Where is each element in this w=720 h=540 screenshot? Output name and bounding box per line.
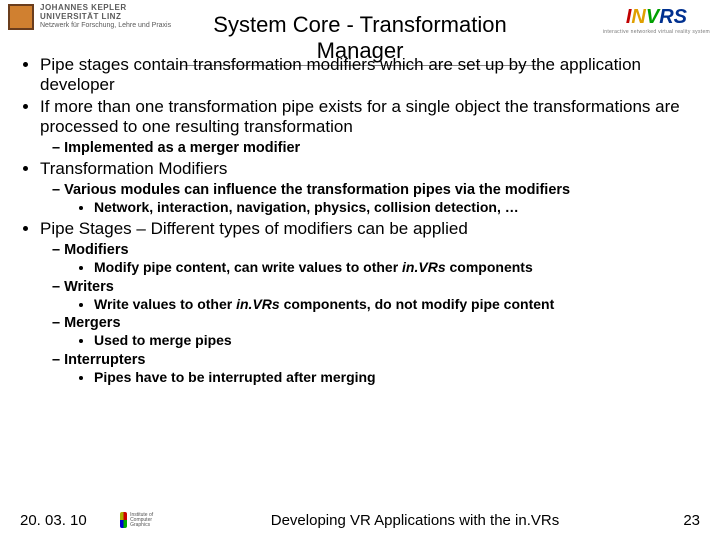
bullet-4-1-1: Modify pipe content, can write values to… (94, 259, 700, 277)
bullet-4-4-text: Interrupters (64, 352, 145, 368)
bullet-3-1: Various modules can influence the transf… (66, 181, 700, 217)
bullet-4-3: Mergers Used to merge pipes (66, 314, 700, 350)
bullet-2-text: If more than one transformation pipe exi… (40, 97, 680, 136)
b421c: components, do not modify pipe content (280, 296, 555, 312)
invrs-n: N (631, 6, 645, 29)
bullet-3-1-1: Network, interaction, navigation, physic… (94, 199, 700, 217)
bullet-4-1-sub: Modify pipe content, can write values to… (66, 259, 700, 277)
bullet-2: If more than one transformation pipe exi… (40, 97, 700, 157)
bullet-4-2-1: Write values to other in.VRs components,… (94, 296, 700, 314)
university-logo: JOHANNES KEPLER UNIVERSITÄT LINZ Netzwer… (8, 4, 171, 30)
header: JOHANNES KEPLER UNIVERSITÄT LINZ Netzwer… (0, 0, 720, 48)
uni-line3: Netzwerk für Forschung, Lehre und Praxis (40, 22, 171, 30)
bullet-4-1: Modifiers Modify pipe content, can write… (66, 241, 700, 277)
bullet-3-1-text: Various modules can influence the transf… (64, 182, 570, 198)
bullet-4-3-1: Used to merge pipes (94, 332, 700, 350)
university-logo-text: JOHANNES KEPLER UNIVERSITÄT LINZ Netzwer… (40, 4, 171, 29)
footer-title: Developing VR Applications with the in.V… (160, 512, 670, 529)
bullet-4-3-text: Mergers (64, 315, 120, 331)
bullet-4-text: Pipe Stages – Different types of modifie… (40, 219, 468, 238)
bullet-4-4-1: Pipes have to be interrupted after mergi… (94, 369, 700, 387)
footer-logo-mark (120, 512, 127, 528)
content: Pipe stages contain transformation modif… (20, 55, 700, 389)
bullet-3-text: Transformation Modifiers (40, 159, 227, 178)
university-logo-mark (8, 4, 34, 30)
bullet-4-2-sub: Write values to other in.VRs components,… (66, 296, 700, 314)
bullet-4-2-text: Writers (64, 279, 114, 295)
bullet-4-4-sub: Pipes have to be interrupted after mergi… (66, 369, 700, 387)
invrs-rs: RS (659, 6, 687, 29)
slide: JOHANNES KEPLER UNIVERSITÄT LINZ Netzwer… (0, 0, 720, 540)
bullet-4-2: Writers Write values to other in.VRs com… (66, 278, 700, 314)
footer-logo-text: Institute of Computer Graphics (130, 513, 160, 528)
b421b: in.VRs (236, 296, 280, 312)
invrs-v: V (646, 6, 659, 29)
bullet-4-3-sub: Used to merge pipes (66, 332, 700, 350)
bullet-3-sub: Various modules can influence the transf… (40, 181, 700, 217)
bullet-4-sub: Modifiers Modify pipe content, can write… (40, 241, 700, 387)
invrs-logo-mark: I N V RS (626, 6, 687, 29)
b411b: in.VRs (402, 259, 446, 275)
bullet-list: Pipe stages contain transformation modif… (20, 55, 700, 387)
footer-logo: Institute of Computer Graphics (120, 508, 160, 532)
bullet-4-4: Interrupters Pipes have to be interrupte… (66, 351, 700, 387)
bullet-3-1-sub: Network, interaction, navigation, physic… (66, 199, 700, 217)
b421a: Write values to other (94, 296, 236, 312)
bullet-1: Pipe stages contain transformation modif… (40, 55, 700, 95)
invrs-tagline: interactive networked virtual reality sy… (603, 29, 710, 35)
bullet-2-1: Implemented as a merger modifier (66, 139, 700, 157)
bullet-4: Pipe Stages – Different types of modifie… (40, 219, 700, 387)
bullet-2-sub: Implemented as a merger modifier (40, 139, 700, 157)
b411a: Modify pipe content, can write values to… (94, 259, 402, 275)
footer-date: 20. 03. 10 (20, 512, 120, 529)
uni-line2: UNIVERSITÄT LINZ (40, 13, 171, 22)
bullet-3: Transformation Modifiers Various modules… (40, 159, 700, 217)
b411c: components (446, 259, 533, 275)
invrs-logo: I N V RS interactive networked virtual r… (603, 6, 710, 35)
footer-page: 23 (670, 512, 700, 529)
bullet-4-1-text: Modifiers (64, 242, 128, 258)
footer: 20. 03. 10 Institute of Computer Graphic… (20, 508, 700, 532)
